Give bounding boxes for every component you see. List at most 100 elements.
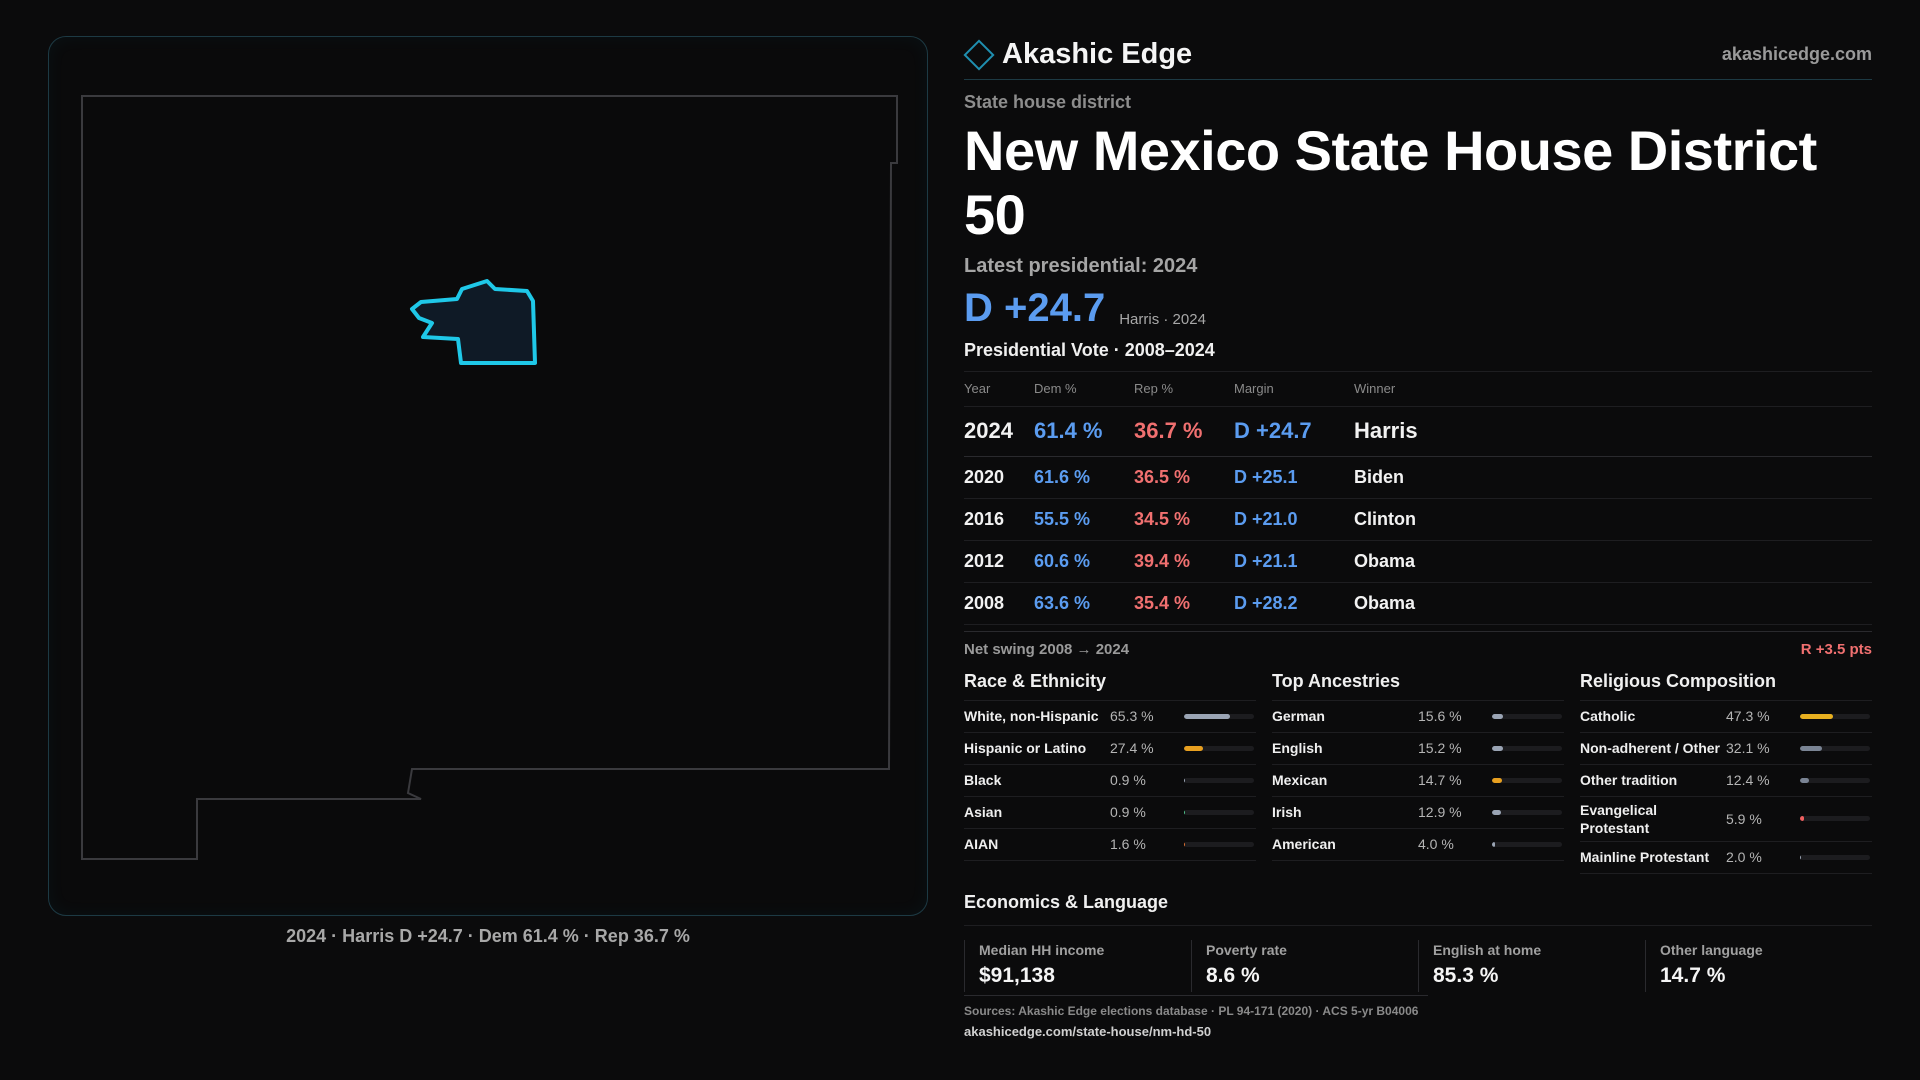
race-value: 65.3 % — [1110, 708, 1154, 724]
ancestries-title: Top Ancestries — [1272, 671, 1564, 701]
race-bar-fill — [1184, 777, 1186, 783]
religion-value: 5.9 % — [1726, 810, 1762, 827]
religion-bar-track — [1800, 816, 1870, 821]
brand-url-link[interactable]: akashicedge.com — [1721, 44, 1872, 64]
brand[interactable]: Akashic Edge — [963, 38, 1192, 71]
ancestries-bar-track — [1492, 745, 1562, 751]
race-bar-track — [1184, 809, 1254, 815]
table-row: 2012 60.6 % 39.4 % D +21.1 Obama — [964, 540, 1872, 583]
religion-bar-track — [1800, 854, 1870, 860]
race-label: White, non-Hispanic — [964, 708, 1099, 724]
table-row: 2016 55.5 % 34.5 % D +21.0 Clinton — [964, 498, 1872, 541]
religion-row: Evangelical Protestant 5.9 % — [1580, 797, 1872, 842]
ancestries-value: 14.7 % — [1418, 772, 1462, 788]
race-bar-track — [1184, 777, 1254, 783]
cell-margin: D +24.7 — [1234, 406, 1354, 457]
cell-winner: Obama — [1354, 582, 1872, 625]
race-label: Hispanic or Latino — [964, 740, 1087, 756]
race-row: Hispanic or Latino 27.4 % — [964, 733, 1256, 765]
presidential-title: Presidential Vote · 2008–2024 — [964, 340, 1872, 372]
race-label: Black — [964, 772, 1002, 788]
econ-stat-other-language: Other language 14.7 % — [1645, 939, 1872, 992]
cell-year: 2008 — [964, 582, 1034, 625]
cell-winner: Obama — [1354, 540, 1872, 583]
map-panel[interactable] — [48, 36, 928, 916]
table-row: 2024 61.4 % 36.7 % D +24.7 Harris — [964, 406, 1872, 457]
religion-value: 12.4 % — [1726, 772, 1770, 788]
ancestries-row: German 15.6 % — [1272, 701, 1564, 733]
district-shape[interactable] — [410, 279, 537, 365]
race-label: Asian — [964, 804, 1003, 820]
religion-label: Evangelical Protestant — [1580, 801, 1658, 836]
race-bar-track — [1184, 841, 1254, 847]
cell-margin: D +21.0 — [1234, 498, 1354, 541]
religion-value: 32.1 % — [1726, 740, 1770, 756]
cell-rep: 39.4 % — [1134, 540, 1234, 583]
ancestries-bar-track — [1492, 777, 1562, 783]
religion-row: Mainline Protestant 2.0 % — [1580, 842, 1872, 874]
table-header-row: Year Dem % Rep % Margin Winner — [964, 372, 1872, 407]
latest-presidential: Latest presidential: 2024 — [964, 255, 1198, 277]
state-map — [81, 95, 898, 860]
religion-bar-track — [1800, 713, 1870, 719]
cell-rep: 36.7 % — [1134, 406, 1234, 457]
map-caption: 2024 · Harris D +24.7 · Dem 61.4 % · Rep… — [286, 926, 690, 946]
sources-text: Sources: Akashic Edge elections database… — [964, 1004, 1419, 1018]
cell-margin: D +25.1 — [1234, 456, 1354, 499]
econ-value: 8.6 % — [1206, 963, 1260, 987]
ancestries-bar-fill — [1492, 809, 1502, 815]
race-value: 27.4 % — [1110, 740, 1154, 756]
ancestries-bar-track — [1492, 809, 1562, 815]
sources-url-link[interactable]: akashicedge.com/state-house/nm-hd-50 — [964, 1024, 1212, 1039]
race-bar-fill — [1184, 809, 1186, 815]
cell-dem: 55.5 % — [1034, 498, 1134, 541]
race-bar-fill — [1184, 713, 1230, 719]
econ-value: $91,138 — [979, 963, 1055, 987]
race-bar-track — [1184, 745, 1254, 751]
cell-winner: Clinton — [1354, 498, 1872, 541]
state-outline — [81, 95, 898, 860]
info-column: Akashic Edge akashicedge.com State house… — [963, 30, 1872, 992]
race-row: Black 0.9 % — [964, 765, 1256, 797]
religion-bar-fill — [1800, 816, 1805, 821]
cell-dem: 63.6 % — [1034, 582, 1134, 625]
diamond-logo-icon — [963, 38, 995, 71]
religion-title: Religious Composition — [1580, 671, 1872, 701]
cell-dem: 60.6 % — [1034, 540, 1134, 583]
econ-label: Poverty rate — [1206, 941, 1287, 958]
econ-label: English at home — [1433, 941, 1542, 958]
economics-row: Median HH income $91,138 Poverty rate 8.… — [964, 939, 1872, 992]
ancestries-row: Mexican 14.7 % — [1272, 765, 1564, 797]
econ-stat-english: English at home 85.3 % — [1418, 939, 1645, 992]
economics-title: Economics & Language — [964, 892, 1872, 926]
cell-dem: 61.4 % — [1034, 406, 1134, 457]
table-row: 2008 63.6 % 35.4 % D +28.2 Obama — [964, 582, 1872, 625]
cell-winner: Harris — [1354, 406, 1872, 457]
margin-row: D +24.7 Harris · 2024 — [964, 286, 1872, 330]
ancestries-value: 15.2 % — [1418, 740, 1462, 756]
ancestries-row: Irish 12.9 % — [1272, 797, 1564, 829]
header-margin: Margin — [1234, 372, 1354, 407]
religion-label: Non-adherent / Other — [1580, 740, 1721, 756]
ancestries-label: German — [1272, 708, 1325, 724]
race-row: White, non-Hispanic 65.3 % — [964, 701, 1256, 733]
religion-bar-fill — [1800, 854, 1802, 860]
header-dem: Dem % — [1034, 372, 1134, 407]
presidential-table: Year Dem % Rep % Margin Winner 2024 61.4… — [964, 372, 1872, 625]
cell-year: 2016 — [964, 498, 1034, 541]
ancestries-value: 12.9 % — [1418, 804, 1462, 820]
religion-label: Other tradition — [1580, 772, 1678, 788]
religion-row: Other tradition 12.4 % — [1580, 765, 1872, 797]
net-swing-label: Net swing 2008 → 2024 — [964, 640, 1130, 658]
cell-year: 2012 — [964, 540, 1034, 583]
religion-bar-fill — [1800, 713, 1834, 719]
cell-rep: 35.4 % — [1134, 582, 1234, 625]
econ-label: Median HH income — [979, 941, 1105, 958]
kicker: State house district — [964, 92, 1132, 112]
ancestries-label: American — [1272, 836, 1336, 852]
econ-stat-poverty: Poverty rate 8.6 % — [1191, 939, 1418, 992]
ancestries-row: American 4.0 % — [1272, 829, 1564, 861]
cell-winner: Biden — [1354, 456, 1872, 499]
ancestries-bar-fill — [1492, 777, 1503, 783]
race-value: 1.6 % — [1110, 836, 1146, 852]
